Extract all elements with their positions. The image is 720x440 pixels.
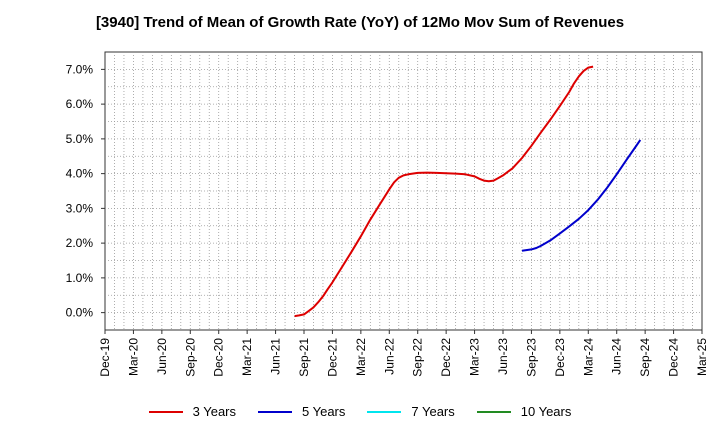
x-tick-label: Mar-21	[240, 338, 254, 376]
legend-item: 5 Years	[258, 404, 345, 419]
x-tick-label: Sep-21	[297, 338, 311, 377]
x-tick-label: Dec-21	[325, 338, 339, 377]
x-tick-label: Mar-24	[581, 338, 595, 376]
x-tick-label: Dec-20	[212, 338, 226, 377]
legend-item: 10 Years	[476, 404, 572, 419]
y-tick-label: 2.0%	[66, 236, 94, 250]
legend-swatch	[258, 410, 292, 413]
y-tick-label: 3.0%	[66, 201, 94, 215]
chart-legend: 3 Years 5 Years 7 Years 10 Years	[0, 404, 720, 419]
x-tick-label: Dec-24	[667, 338, 681, 377]
x-tick-label: Sep-23	[524, 338, 538, 377]
legend-label: 10 Years	[520, 404, 572, 419]
legend-label: 5 Years	[302, 404, 346, 419]
x-tick-label: Dec-22	[439, 338, 453, 377]
series-line-3-years	[294, 65, 594, 318]
y-tick-label: 1.0%	[66, 271, 94, 285]
legend-label: 7 Years	[411, 404, 455, 419]
x-tick-label: Mar-25	[695, 338, 709, 376]
x-tick-label: Jun-23	[496, 338, 510, 375]
x-tick-label: Sep-20	[183, 338, 197, 377]
x-tick-label: Sep-24	[638, 338, 652, 377]
legend-label: 3 Years	[192, 404, 236, 419]
x-tick-label: Mar-22	[354, 338, 368, 376]
legend-item: 3 Years	[148, 404, 236, 419]
x-tick-label: Dec-19	[98, 338, 112, 377]
x-tick-label: Jun-20	[155, 338, 169, 375]
legend-swatch	[367, 410, 402, 413]
x-tick-label: Jun-21	[269, 338, 283, 375]
x-tick-label: Mar-20	[126, 338, 140, 376]
legend-swatch	[476, 410, 511, 413]
x-tick-label: Jun-22	[382, 338, 396, 375]
y-tick-label: 7.0%	[66, 62, 94, 76]
x-tick-label: Dec-23	[553, 338, 567, 377]
x-tick-label: Mar-23	[468, 338, 482, 376]
y-tick-label: 0.0%	[66, 306, 94, 320]
x-tick-label: Jun-24	[610, 338, 624, 375]
y-tick-label: 4.0%	[66, 167, 94, 181]
legend-swatch	[148, 410, 183, 413]
series-line-5-years	[521, 139, 642, 252]
x-tick-label: Sep-22	[411, 338, 425, 377]
legend-item: 7 Years	[367, 404, 455, 419]
y-tick-label: 6.0%	[66, 97, 94, 111]
chart-title: [3940] Trend of Mean of Growth Rate (YoY…	[95, 14, 625, 31]
y-tick-label: 5.0%	[66, 132, 94, 146]
